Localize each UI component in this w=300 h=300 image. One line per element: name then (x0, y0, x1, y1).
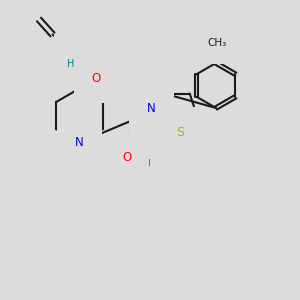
Text: CH₃: CH₃ (207, 38, 226, 49)
Text: H: H (67, 58, 74, 69)
Text: N: N (72, 52, 81, 65)
Text: O: O (122, 151, 131, 164)
Text: O: O (92, 72, 100, 85)
Text: N: N (147, 102, 156, 116)
Text: H: H (144, 159, 150, 168)
Text: N: N (151, 152, 160, 165)
Text: S: S (176, 126, 184, 139)
Text: N: N (75, 136, 84, 149)
